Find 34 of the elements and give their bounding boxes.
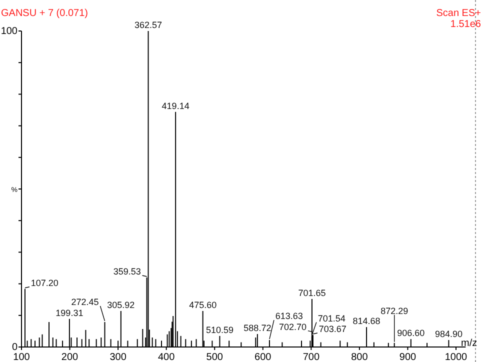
y-tick-label: 0 xyxy=(12,342,18,354)
x-tick-label: 1000 xyxy=(444,352,468,362)
annotation: 107.20 xyxy=(30,278,58,288)
x-tick-label: 400 xyxy=(158,352,176,362)
annotation: 199.31 xyxy=(56,308,84,318)
x-tick-label: 500 xyxy=(206,352,224,362)
x-tick-label: 600 xyxy=(254,352,272,362)
annotation: 814.68 xyxy=(352,316,380,326)
x-tick-label: 900 xyxy=(399,352,416,362)
x-axis-title: m/z xyxy=(461,338,478,349)
annotation: 475.60 xyxy=(189,300,217,310)
x-tick-label: 200 xyxy=(61,352,79,362)
annotation: 906.60 xyxy=(397,328,425,338)
chart-title: GANSU + 7 (0.071) xyxy=(1,8,88,19)
annotation: 984.90 xyxy=(434,329,462,340)
annotation: 702.70 xyxy=(279,322,307,332)
text: Scan ES+ xyxy=(436,8,482,19)
annotation: 703.67 xyxy=(318,324,346,334)
annotation: 872.29 xyxy=(380,306,408,316)
text: 1.51e6 xyxy=(450,19,482,30)
annotation: 613.63 xyxy=(275,311,303,322)
annotation: 510.59 xyxy=(206,324,234,335)
x-tick-label: 300 xyxy=(110,352,127,362)
annotation: 701.54 xyxy=(318,313,346,324)
annotation: 419.14 xyxy=(162,100,190,111)
x-tick-label: 700 xyxy=(302,352,320,362)
annotation: 362.57 xyxy=(134,20,162,30)
annotation: 305.92 xyxy=(107,300,135,310)
annotation: 272.45 xyxy=(71,297,99,308)
annotation: 588.72 xyxy=(244,323,272,334)
annotation: 359.53 xyxy=(113,266,141,276)
x-tick-label: 100 xyxy=(13,352,30,362)
x-tick-label: 800 xyxy=(351,352,368,362)
annotation: 701.65 xyxy=(298,288,326,298)
